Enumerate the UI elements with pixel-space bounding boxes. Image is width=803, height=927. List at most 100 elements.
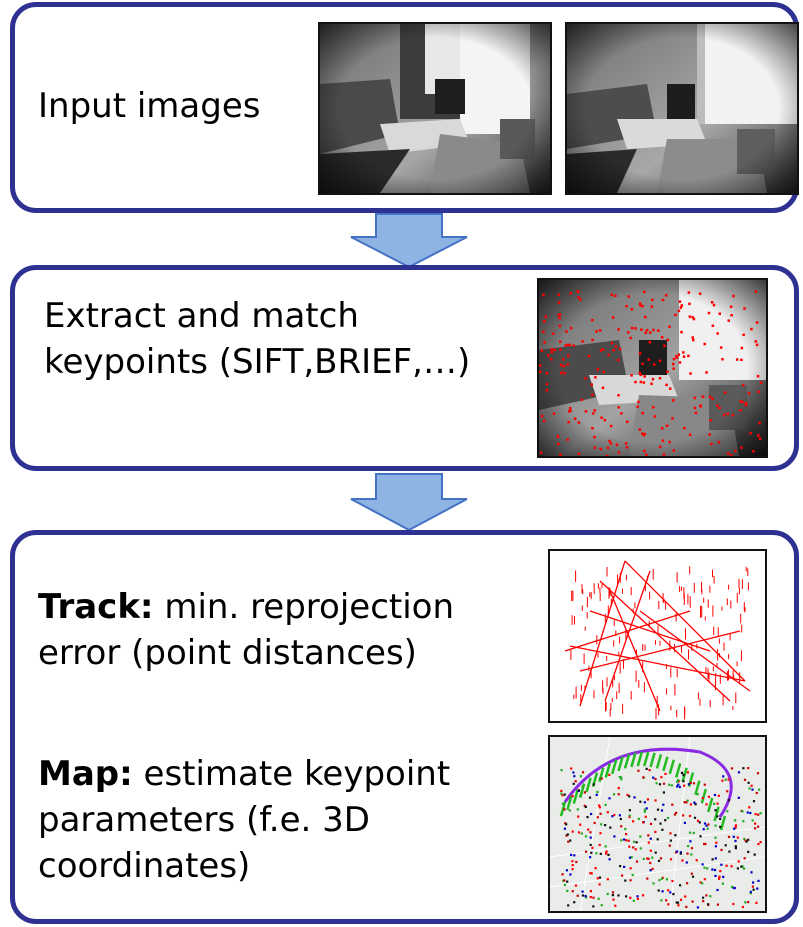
keypoint-dot xyxy=(562,364,565,368)
keypoint-dot xyxy=(557,301,561,304)
map-point xyxy=(570,767,573,770)
map-point xyxy=(637,817,640,820)
keypoint-dot xyxy=(542,419,546,423)
camera-pose-mark xyxy=(642,751,650,767)
map-point xyxy=(732,902,735,906)
map-point xyxy=(686,799,689,802)
map-point xyxy=(673,813,677,816)
map-point xyxy=(585,896,588,899)
map-point xyxy=(592,896,595,899)
keypoint-dot xyxy=(601,348,605,351)
map-point xyxy=(609,826,612,829)
map-point xyxy=(625,839,628,842)
keypoint-dot xyxy=(545,389,549,392)
map-point xyxy=(604,824,607,827)
keypoint-dot xyxy=(729,305,733,308)
keypoint-dot xyxy=(566,363,569,366)
map-point xyxy=(757,825,760,828)
map-point xyxy=(660,877,663,880)
map-point xyxy=(719,870,722,873)
map-point xyxy=(724,778,727,781)
map-point xyxy=(635,841,638,844)
map-point xyxy=(598,876,602,879)
keypoint-dot xyxy=(542,293,545,297)
keypoint-dot xyxy=(610,341,614,345)
keypoint-dot xyxy=(755,321,759,324)
keypoint-dot xyxy=(566,438,569,441)
camera-pose-mark xyxy=(559,801,567,817)
map-point xyxy=(757,879,760,882)
keypoint-dot xyxy=(727,452,730,455)
map-point xyxy=(589,843,592,846)
keypoint-dot xyxy=(569,409,572,412)
keypoint-dot xyxy=(638,371,641,375)
map-point xyxy=(589,896,592,899)
map-point xyxy=(592,783,595,786)
map-point xyxy=(570,853,573,856)
map-point xyxy=(569,839,572,842)
keypoint-dot xyxy=(581,340,584,343)
track-label: Track: xyxy=(38,587,154,627)
keypoint-dot xyxy=(712,303,716,307)
map-point xyxy=(651,867,654,870)
keypoint-dot xyxy=(630,374,633,377)
keypoint-dot xyxy=(591,338,594,342)
map-point xyxy=(576,894,579,897)
keypoint-dot xyxy=(666,338,669,342)
map-point xyxy=(747,767,750,770)
map-point xyxy=(628,795,631,798)
keypoint-dot xyxy=(569,292,572,295)
map-point xyxy=(622,838,626,841)
map-point xyxy=(588,796,592,799)
keypoint-dot xyxy=(593,435,596,439)
keypoint-dot xyxy=(645,453,648,456)
keypoint-dot xyxy=(743,307,746,310)
keypoint-dot xyxy=(540,414,544,418)
map-point xyxy=(659,857,663,860)
camera-pose-mark xyxy=(662,756,669,772)
map-point xyxy=(611,815,614,818)
map-point xyxy=(725,864,728,867)
keypoint-dot xyxy=(599,349,603,352)
map-point xyxy=(706,867,709,870)
keypoint-dot xyxy=(749,432,752,435)
map-point xyxy=(668,783,671,786)
map-point xyxy=(709,895,712,898)
keypoint-dot xyxy=(634,380,637,384)
map-point xyxy=(751,819,754,822)
map-point xyxy=(727,835,731,838)
map-point xyxy=(566,833,569,836)
keypoint-dot xyxy=(577,421,581,424)
keypoint-dot xyxy=(560,371,563,375)
map-point xyxy=(608,858,611,861)
map-point xyxy=(561,802,564,805)
keypoint-dot xyxy=(693,406,697,410)
keypoint-dot xyxy=(551,332,555,335)
map-point xyxy=(574,780,577,783)
map-point xyxy=(646,798,649,801)
keypoint-dot xyxy=(739,409,742,412)
map-point xyxy=(563,808,566,811)
map-point xyxy=(597,897,600,900)
map-point xyxy=(683,821,686,824)
keypoint-dot xyxy=(566,343,570,347)
map-point xyxy=(660,809,664,812)
camera-pose-mark xyxy=(649,752,656,768)
keypoint-dot xyxy=(660,427,664,430)
keypoint-dot xyxy=(549,358,553,361)
keypoint-dot xyxy=(661,439,665,442)
map-point xyxy=(699,881,702,884)
camera-pose-mark xyxy=(610,759,618,775)
keypoint-dot xyxy=(639,373,643,377)
map-point xyxy=(652,882,655,885)
map-point xyxy=(572,771,575,774)
keypoint-dot xyxy=(722,413,726,417)
map-point xyxy=(691,875,695,878)
keypoint-dot xyxy=(614,294,617,297)
map-point xyxy=(590,812,593,816)
map-point xyxy=(578,831,581,834)
keypoint-dot xyxy=(558,313,562,316)
map-point xyxy=(675,850,679,853)
map-point xyxy=(655,782,658,785)
keypoint-dot xyxy=(660,336,664,339)
